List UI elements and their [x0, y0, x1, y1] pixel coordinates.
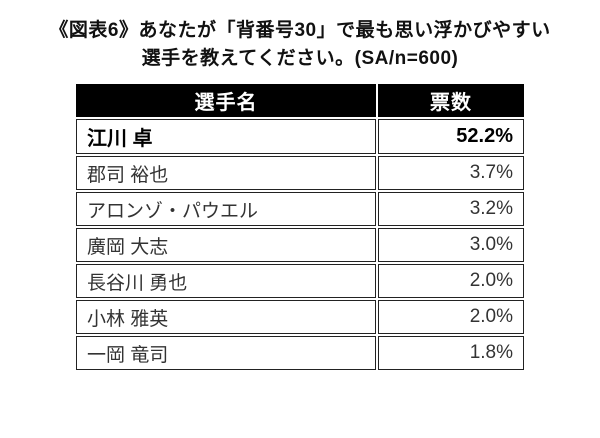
vote-percent-cell: 2.0% — [378, 264, 524, 299]
column-header-votes: 票数 — [378, 84, 524, 118]
vote-percent-cell: 2.0% — [378, 300, 524, 335]
player-name-cell: アロンゾ・パウエル — [76, 192, 376, 227]
player-name-cell: 長谷川 勇也 — [76, 264, 376, 299]
results-table: 選手名 票数 江川 卓 52.2% 郡司 裕也 3.7% アロンゾ・パウエル 3… — [74, 82, 526, 372]
table-row-kobayashi: 小林 雅英 2.0% — [76, 300, 524, 335]
column-header-player-name: 選手名 — [76, 84, 376, 118]
player-name-cell: 小林 雅英 — [76, 300, 376, 335]
figure-title-line1: 《図表6》あなたが「背番号30」で最も思い浮かびやすい — [49, 20, 551, 41]
table-row-hirooka: 廣岡 大志 3.0% — [76, 228, 524, 263]
player-name-cell: 一岡 竜司 — [76, 336, 376, 371]
player-name-cell: 江川 卓 — [76, 119, 376, 155]
table-row-egawa: 江川 卓 52.2% — [76, 119, 524, 155]
figure-title-line2: 選手を教えてください。(SA/n=600) — [141, 47, 459, 69]
table-row-powell: アロンゾ・パウエル 3.2% — [76, 192, 524, 227]
vote-percent-cell: 3.7% — [378, 156, 524, 191]
table-header-row: 選手名 票数 — [76, 84, 524, 118]
vote-percent-cell: 1.8% — [378, 336, 524, 371]
table-row-ichioka: 一岡 竜司 1.8% — [76, 336, 524, 371]
table-row-gunji: 郡司 裕也 3.7% — [76, 156, 524, 191]
table-row-hasegawa: 長谷川 勇也 2.0% — [76, 264, 524, 299]
player-name-cell: 郡司 裕也 — [76, 156, 376, 191]
figure-title: 《図表6》あなたが「背番号30」で最も思い浮かびやすい 選手を教えてください。(… — [0, 17, 600, 72]
player-name-cell: 廣岡 大志 — [76, 228, 376, 263]
vote-percent-cell: 52.2% — [378, 119, 524, 155]
vote-percent-cell: 3.2% — [378, 192, 524, 227]
vote-percent-cell: 3.0% — [378, 228, 524, 263]
